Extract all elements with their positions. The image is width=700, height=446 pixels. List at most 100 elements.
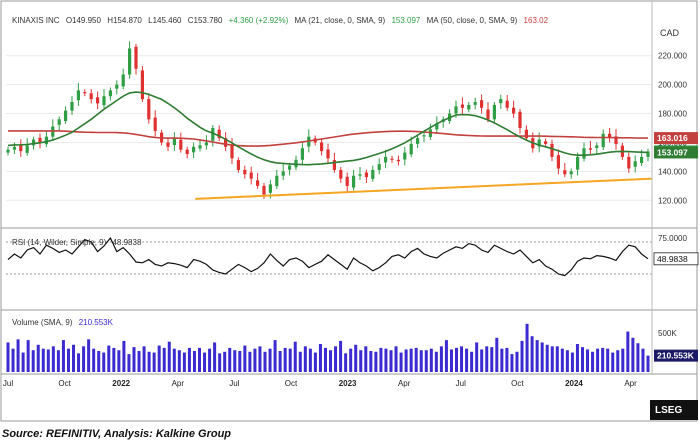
- volume-bar: [233, 350, 237, 372]
- volume-bar: [505, 347, 509, 372]
- candle-body: [473, 101, 477, 105]
- candle-body: [601, 133, 605, 148]
- candle-body: [115, 84, 119, 89]
- x-tick-label: Oct: [285, 379, 298, 388]
- candle-body: [646, 151, 650, 157]
- volume-bar: [439, 346, 443, 372]
- price-tick-label: 120.000: [658, 196, 687, 205]
- volume-bar: [354, 344, 358, 372]
- candle-body: [121, 74, 125, 87]
- volume-bar: [555, 346, 559, 372]
- volume-bar: [444, 340, 448, 372]
- volume-bar: [429, 348, 433, 372]
- volume-bar: [61, 340, 65, 372]
- volume-bar: [570, 352, 574, 372]
- candle-body: [185, 149, 189, 155]
- rsi-value-tag: [653, 252, 699, 266]
- candle-body: [224, 138, 228, 147]
- candle-body: [44, 136, 48, 145]
- candle-body: [390, 158, 394, 160]
- volume-bar: [313, 352, 317, 372]
- volume-bar: [349, 348, 353, 372]
- volume-bar: [41, 348, 45, 372]
- candle-body: [576, 156, 580, 170]
- volume-bar: [500, 348, 504, 372]
- candle-body: [614, 136, 618, 144]
- volume-bar: [6, 342, 10, 372]
- rsi-line: [7, 236, 649, 277]
- candle-body: [454, 106, 458, 114]
- candle-body: [172, 138, 176, 146]
- volume-bar: [268, 348, 272, 372]
- candle-body: [300, 148, 304, 160]
- candle-body: [595, 145, 599, 148]
- volume-bar: [515, 351, 519, 372]
- volume-bar: [646, 355, 650, 372]
- candle-body: [6, 149, 10, 153]
- ma21-label: MA (21, close, 0, SMA, 9): [294, 16, 386, 25]
- volume-value-tag-label: 210.553K: [657, 351, 695, 361]
- candle-body: [64, 110, 68, 122]
- volume-bar: [424, 350, 428, 372]
- price-tick-label: 220.000: [658, 52, 687, 61]
- candle-body: [537, 139, 541, 147]
- volume-bar: [51, 346, 55, 372]
- volume-bar: [187, 347, 191, 372]
- volume-bar: [318, 344, 322, 372]
- volume-bar: [636, 343, 640, 372]
- volume-bar: [606, 348, 610, 372]
- candle-body: [32, 139, 36, 146]
- candle-body: [249, 172, 253, 179]
- volume-bar: [586, 349, 590, 372]
- volume-bar: [92, 348, 96, 372]
- candle-body: [384, 156, 388, 163]
- candle-body: [358, 174, 362, 176]
- volume-bar: [46, 349, 50, 372]
- candle-body: [96, 97, 100, 104]
- candle-body: [134, 46, 138, 69]
- candle-body: [211, 128, 215, 141]
- x-tick-label: Apr: [172, 379, 185, 388]
- candle-body: [320, 142, 324, 152]
- volume-bar: [223, 351, 227, 372]
- candle-body: [25, 145, 29, 153]
- candle-body: [19, 145, 23, 152]
- volume-bar: [323, 347, 327, 372]
- volume-bar: [389, 350, 393, 372]
- volume-value-tag: [654, 349, 698, 362]
- support-trendline: [195, 177, 653, 200]
- candle-body: [76, 90, 80, 101]
- price-tag: [654, 132, 698, 145]
- volume-bar: [142, 346, 146, 372]
- rsi-value-tag-label: 48.9838: [657, 254, 688, 264]
- volume-bar: [596, 348, 600, 372]
- x-tick-label: 2024: [565, 379, 583, 388]
- candle-body: [582, 148, 586, 159]
- volume-bar: [167, 341, 171, 372]
- volume-bar: [449, 349, 453, 372]
- rsi-value: 48.9838: [112, 238, 142, 247]
- volume-bar: [56, 350, 60, 372]
- volume-bar: [192, 351, 196, 372]
- candle-body: [550, 143, 554, 157]
- volume-bar: [641, 348, 645, 372]
- volume-bar: [243, 345, 247, 372]
- x-tick-label: Jul: [456, 379, 466, 388]
- candle-body: [166, 142, 170, 147]
- candle-body: [275, 175, 279, 187]
- volume-bar: [485, 346, 489, 372]
- candle-body: [102, 96, 106, 106]
- volume-bar: [394, 346, 398, 372]
- x-tick-label: Apr: [398, 379, 411, 388]
- volume-bar: [308, 348, 312, 372]
- price-tag-label: 153.097: [657, 147, 688, 157]
- candle-body: [563, 170, 567, 175]
- volume-bar: [66, 348, 70, 372]
- ma50-label: MA (50, close, 0, SMA, 9): [426, 16, 518, 25]
- candle-body: [512, 107, 516, 114]
- candle-body: [403, 152, 407, 160]
- close-value: C153.780: [187, 16, 223, 25]
- volume-bar: [102, 352, 106, 372]
- candle-body: [505, 100, 509, 108]
